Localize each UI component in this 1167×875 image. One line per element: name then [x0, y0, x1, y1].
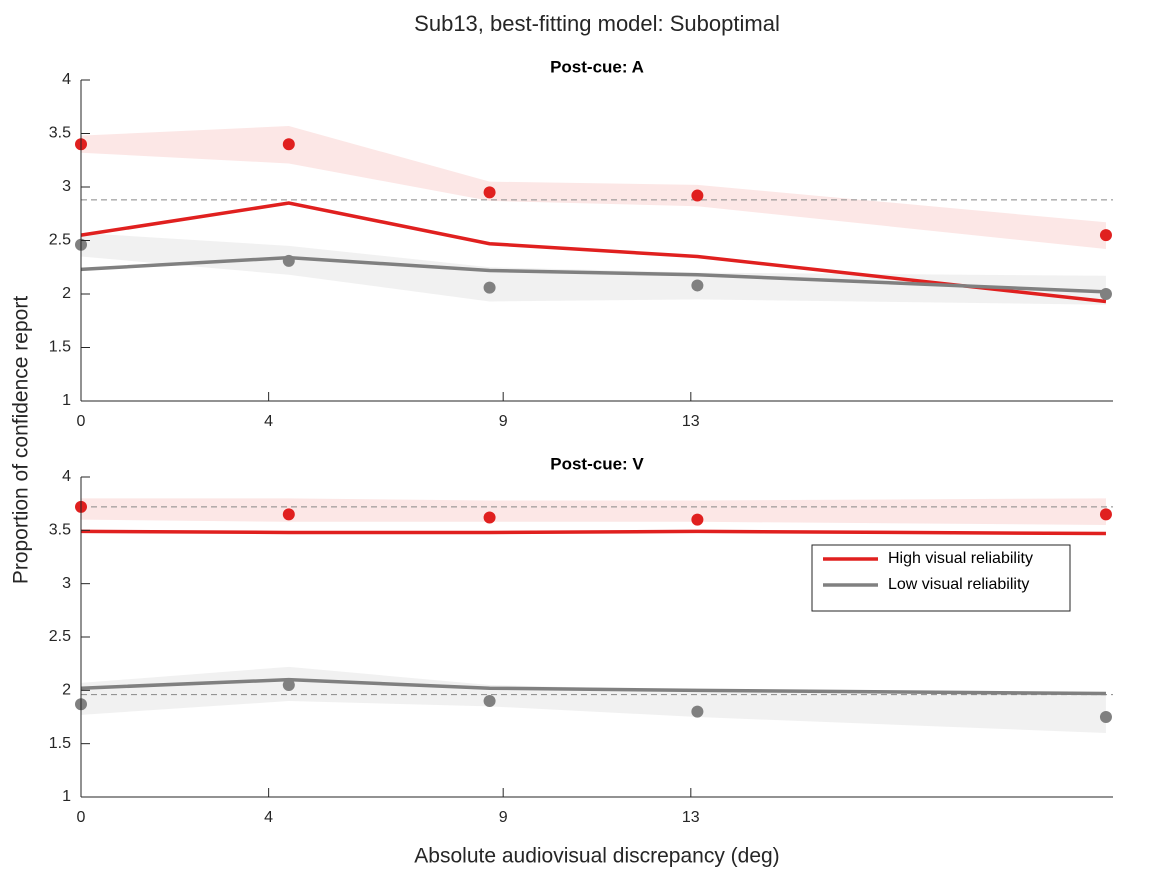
y-tick-label: 3.5 [49, 125, 71, 142]
y-tick-label: 3 [62, 178, 71, 195]
y-tick-label: 4 [62, 71, 71, 88]
y-tick-label: 2 [62, 285, 71, 302]
confidence-band [81, 666, 1106, 733]
observed-point [282, 508, 295, 521]
observed-point [282, 254, 295, 267]
observed-point [691, 189, 704, 202]
legend-label: High visual reliability [888, 550, 1033, 567]
x-tick-label: 4 [264, 413, 273, 430]
x-axis-label: Absolute audiovisual discrepancy (deg) [414, 845, 779, 868]
legend-box [811, 544, 1071, 612]
model-line [80, 529, 1106, 536]
x-tick-label: 4 [264, 809, 273, 826]
y-tick-label: 4 [62, 468, 71, 485]
confidence-band [81, 126, 1106, 250]
legend-label: Low visual reliability [888, 576, 1029, 593]
y-tick-label: 2 [62, 682, 71, 699]
observed-point [1099, 711, 1112, 723]
observed-point [282, 679, 295, 691]
observed-point [1099, 508, 1112, 521]
y-tick-label: 1.5 [49, 735, 71, 752]
observed-point [483, 186, 496, 199]
observed-point [1099, 229, 1112, 242]
observed-point [691, 513, 704, 526]
x-tick-label: 0 [77, 809, 86, 826]
x-tick-label: 13 [682, 809, 700, 826]
y-tick-label: 1 [62, 788, 71, 805]
confidence-band [81, 498, 1106, 525]
observed-point [282, 138, 295, 151]
model-line [80, 677, 1106, 696]
x-tick-label: 9 [499, 809, 508, 826]
y-axis-label: Proportion of confidence report [10, 296, 33, 585]
observed-point [483, 281, 496, 294]
subplot-title: Post-cue: V [550, 454, 644, 473]
y-tick-label: 3 [62, 575, 71, 592]
confidence-band [81, 233, 1106, 305]
x-tick-label: 9 [499, 413, 508, 430]
observed-point [1099, 288, 1112, 300]
x-tick-label: 13 [682, 413, 700, 430]
y-tick-label: 2.5 [49, 628, 71, 645]
figure-title: Sub13, best-fitting model: Suboptimal [414, 11, 780, 36]
subplot-title: Post-cue: A [550, 57, 644, 76]
model-line [80, 255, 1107, 294]
observed-point [483, 511, 496, 524]
y-tick-label: 1 [62, 392, 71, 409]
y-tick-label: 3.5 [49, 522, 71, 539]
model-line [80, 201, 1107, 304]
observed-point [691, 279, 704, 292]
x-tick-label: 0 [77, 413, 86, 430]
observed-point [483, 695, 496, 707]
observed-point [691, 705, 704, 718]
y-tick-label: 1.5 [49, 339, 71, 356]
y-tick-label: 2.5 [49, 232, 71, 249]
